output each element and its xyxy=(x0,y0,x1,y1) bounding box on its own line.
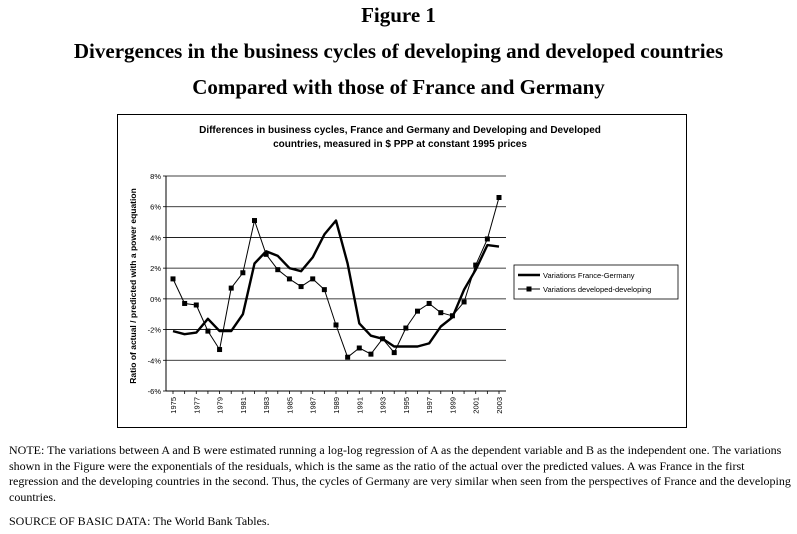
data-point xyxy=(345,354,351,360)
legend-box xyxy=(513,264,679,300)
chart-title-line2: countries, measured in $ PPP at constant… xyxy=(273,139,527,150)
y-tick-label: 8% xyxy=(150,172,161,181)
data-point xyxy=(182,300,188,306)
data-point xyxy=(461,299,467,305)
figure-label: Figure 1 xyxy=(361,3,436,27)
figure-title-line1: Divergences in the business cycles of de… xyxy=(73,39,724,63)
x-tick-label: 1977 xyxy=(192,397,201,414)
x-tick-label: 1993 xyxy=(379,397,388,414)
y-tick-label: -2% xyxy=(148,326,162,335)
data-point xyxy=(473,262,479,268)
x-tick-label: 1979 xyxy=(216,397,225,414)
data-point xyxy=(426,300,432,306)
line-chart: Differences in business cycles, France a… xyxy=(128,125,679,414)
legend-marker xyxy=(526,286,532,292)
data-point xyxy=(496,195,502,200)
data-point xyxy=(286,276,292,282)
x-tick-label: 1999 xyxy=(448,397,457,414)
x-tick-label: 2001 xyxy=(472,397,481,414)
legend: Variations France-Germany Variations deve… xyxy=(513,264,679,300)
x-tick-label: 1995 xyxy=(402,397,411,414)
data-point xyxy=(263,251,269,257)
legend-label-1: Variations France-Germany xyxy=(543,271,635,280)
data-point xyxy=(310,276,316,282)
series-group xyxy=(170,195,502,360)
chart-frame: Differences in business cycles, France a… xyxy=(117,114,687,428)
x-tick-label: 1991 xyxy=(355,397,364,414)
y-tick-label: 4% xyxy=(150,233,161,242)
data-point xyxy=(275,267,281,273)
data-point xyxy=(449,313,455,319)
data-point xyxy=(368,351,374,357)
y-tick-label: 0% xyxy=(150,295,161,304)
data-point xyxy=(193,302,199,308)
y-tick-label: 6% xyxy=(150,203,161,212)
x-tick-label: 1987 xyxy=(309,397,318,414)
data-point xyxy=(240,270,246,276)
data-point xyxy=(438,310,444,316)
x-tick-label: 1983 xyxy=(262,397,271,414)
x-tick-label: 2003 xyxy=(495,397,504,414)
data-point xyxy=(484,236,490,242)
x-tick-label: 1981 xyxy=(239,397,248,414)
chart-title-line1: Differences in business cycles, France a… xyxy=(199,125,601,136)
series-line-1 xyxy=(172,219,500,348)
figure-note: NOTE: The variations between A and B wer… xyxy=(9,443,791,504)
data-point xyxy=(205,328,211,334)
data-point xyxy=(252,218,257,224)
grid xyxy=(166,175,506,361)
y-tick-label: -6% xyxy=(148,387,162,396)
data-point xyxy=(217,347,223,353)
figure-title-line2: Compared with those of France and German… xyxy=(192,75,605,99)
data-point xyxy=(356,345,362,351)
x-tick-label: 1989 xyxy=(332,397,341,414)
data-point xyxy=(298,284,304,290)
y-axis-label: Ratio of actual / predicted with a power… xyxy=(128,188,138,384)
data-point xyxy=(228,285,234,291)
data-point xyxy=(415,308,420,314)
data-point xyxy=(391,350,397,356)
x-tick-label: 1997 xyxy=(425,397,434,414)
axes: 8% 6% 4% 2% 0% -2% -4% -6% 1975 1977 1979 1981 1983 1… xyxy=(148,172,506,414)
y-tick-label: 2% xyxy=(150,264,161,273)
data-point xyxy=(170,276,176,282)
data-point xyxy=(380,336,386,342)
data-point xyxy=(321,287,327,293)
data-point xyxy=(333,322,339,328)
data-point xyxy=(403,325,409,331)
x-tick-label: 1985 xyxy=(285,397,294,414)
legend-label-2: Variations developed-developing xyxy=(543,285,651,294)
y-tick-label: -4% xyxy=(148,356,162,365)
data-source: SOURCE OF BASIC DATA: The World Bank Tab… xyxy=(9,514,270,528)
x-tick-label: 1975 xyxy=(169,397,178,414)
